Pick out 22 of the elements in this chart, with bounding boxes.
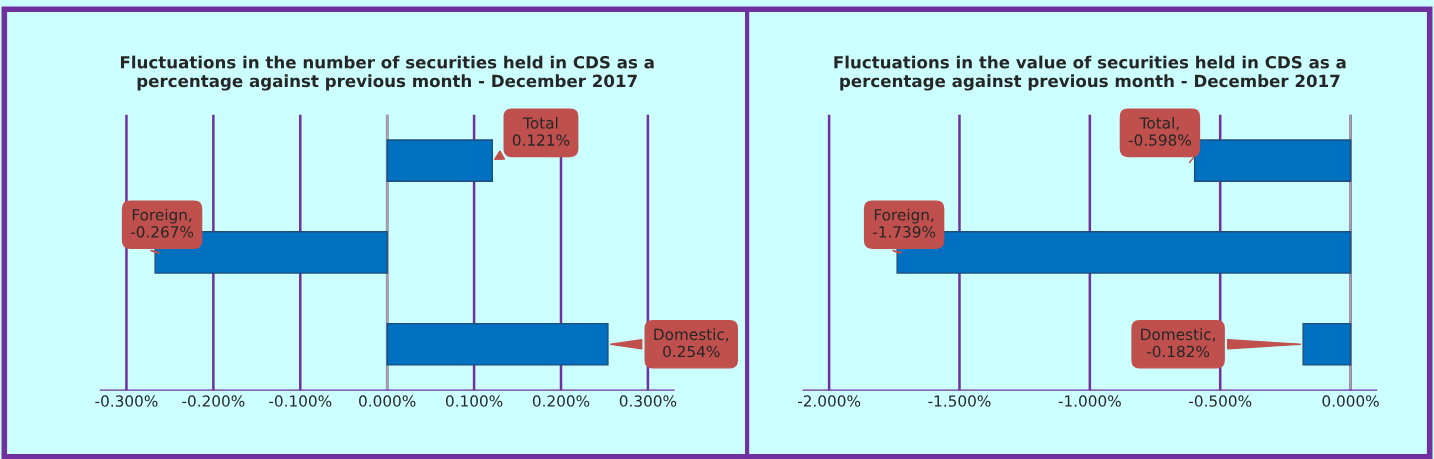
x-tick-label: -0.500% xyxy=(1189,395,1252,407)
x-tick-label: -0.100% xyxy=(269,395,332,407)
data-label: Foreign, -0.267% xyxy=(130,208,194,238)
chart-title: Fluctuations in the value of securities held in CDS as a percentage against previous month - December 2017 xyxy=(834,55,1346,91)
x-tick-label: -2.000% xyxy=(797,395,861,407)
data-label: Total, -0.598% xyxy=(1128,116,1191,146)
x-tick-label: -1.500% xyxy=(928,395,991,407)
data-label: Total 0.121% xyxy=(512,116,570,146)
x-tick-label: 0.300% xyxy=(619,395,677,407)
data-label: Domestic, 0.254% xyxy=(654,328,729,358)
chart-title: Fluctuations in the number of securities held in CDS as a percentage against previous month - December 2017 xyxy=(120,55,654,91)
x-tick-label: 0.200% xyxy=(532,395,590,407)
bar xyxy=(386,322,609,366)
x-tick-label: -1.000% xyxy=(1058,395,1121,407)
x-tick-label: 0.000% xyxy=(1322,395,1379,407)
x-tick-label: 0.000% xyxy=(359,395,416,407)
x-tick-label: 0.100% xyxy=(445,395,503,407)
data-label: Foreign, -1.739% xyxy=(872,208,936,238)
x-tick-label: -0.300% xyxy=(95,395,158,407)
x-tick-label: -0.200% xyxy=(182,395,245,407)
bar xyxy=(386,139,494,182)
data-label: Domestic, -0.182% xyxy=(1141,328,1216,358)
